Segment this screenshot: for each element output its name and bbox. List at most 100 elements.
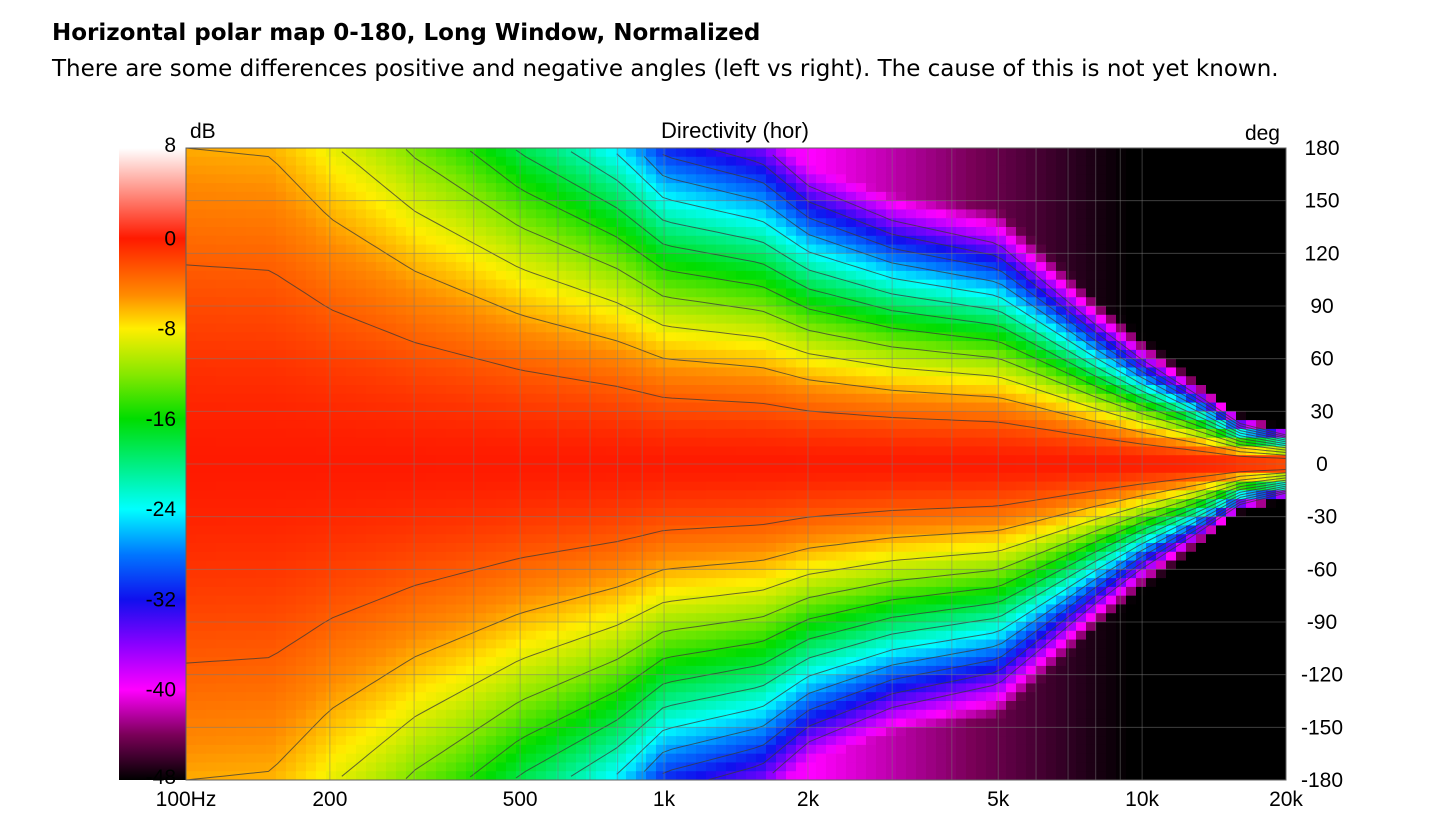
- heatmap-cell: [656, 314, 667, 325]
- heatmap-cell: [696, 411, 707, 421]
- heatmap-cell: [306, 692, 317, 702]
- heatmap-cell: [796, 437, 807, 448]
- heatmap-cell: [746, 148, 757, 158]
- heatmap-cell: [656, 420, 667, 430]
- heatmap-cell: [816, 674, 827, 685]
- heatmap-cell: [546, 332, 557, 342]
- heatmap-cell: [656, 288, 667, 298]
- heatmap-cell: [776, 560, 787, 570]
- heatmap-cell: [246, 411, 257, 421]
- heatmap-cell: [266, 420, 277, 430]
- heatmap-cell: [806, 718, 817, 728]
- heatmap-cell: [206, 156, 217, 167]
- heatmap-cell: [426, 472, 437, 483]
- heatmap-cell: [856, 481, 867, 491]
- heatmap-cell: [316, 578, 327, 588]
- heatmap-cell: [206, 560, 217, 570]
- heatmap-cell: [306, 543, 317, 553]
- heatmap-cell: [706, 191, 717, 202]
- heatmap-cell: [256, 622, 267, 632]
- heatmap-cell: [216, 367, 227, 377]
- heatmap-cell: [606, 595, 617, 606]
- heatmap-cell: [336, 235, 347, 246]
- heatmap-cell: [546, 736, 557, 746]
- heatmap-cell: [746, 244, 757, 254]
- heatmap-cell: [456, 165, 467, 175]
- heatmap-cell: [796, 551, 807, 562]
- heatmap-cell: [326, 657, 337, 667]
- heatmap-cell: [366, 367, 377, 377]
- heatmap-cell: [636, 200, 647, 211]
- heatmap-cell: [306, 630, 317, 641]
- heatmap-cell: [696, 490, 707, 500]
- heatmap-cell: [366, 165, 377, 175]
- heatmap-cell: [706, 674, 717, 685]
- heatmap-cell: [236, 332, 247, 342]
- heatmap-cell: [416, 156, 427, 167]
- heatmap-cell: [376, 464, 387, 474]
- heatmap-cell: [586, 709, 597, 720]
- heatmap-cell: [726, 314, 737, 325]
- heatmap-cell: [546, 288, 557, 298]
- heatmap-cell: [786, 683, 797, 693]
- heatmap-cell: [856, 613, 867, 623]
- heatmap-cell: [766, 464, 777, 474]
- heatmap-cell: [556, 613, 567, 623]
- heatmap-cell: [606, 569, 617, 579]
- heatmap-cell: [676, 727, 687, 737]
- heatmap-cell: [756, 560, 767, 570]
- heatmap-cell: [706, 297, 717, 307]
- heatmap-cell: [826, 349, 837, 360]
- heatmap-cell: [576, 578, 587, 588]
- heatmap-cell: [666, 191, 677, 202]
- heatmap-cell: [396, 516, 407, 527]
- heatmap-cell: [276, 262, 287, 272]
- heatmap-cell: [366, 393, 377, 404]
- heatmap-cell: [746, 753, 757, 764]
- heatmap-cell: [296, 218, 307, 228]
- heatmap-cell: [196, 174, 207, 184]
- heatmap-cell: [666, 341, 677, 351]
- heatmap-cell: [236, 200, 247, 211]
- heatmap-cell: [186, 762, 197, 772]
- heatmap-cell: [616, 595, 627, 606]
- heatmap-cell: [586, 367, 597, 377]
- heatmap-cell: [326, 156, 337, 167]
- heatmap-cell: [546, 420, 557, 430]
- heatmap-cell: [386, 578, 397, 588]
- heatmap-cell: [746, 358, 757, 369]
- heatmap-cell: [696, 639, 707, 649]
- heatmap-cell: [456, 604, 467, 614]
- heatmap-cell: [696, 200, 707, 211]
- heatmap-cell: [416, 622, 427, 632]
- heatmap-cell: [586, 455, 597, 465]
- heatmap-cell: [686, 543, 697, 553]
- heatmap-cell: [386, 455, 397, 465]
- heatmap-cell: [356, 516, 367, 527]
- heatmap-cell: [816, 683, 827, 693]
- heatmap-cell: [226, 736, 237, 746]
- heatmap-cell: [636, 376, 647, 386]
- heatmap-cell: [676, 736, 687, 746]
- heatmap-cell: [336, 753, 347, 764]
- heatmap-cell: [426, 569, 437, 579]
- heatmap-cell: [276, 420, 287, 430]
- heatmap-cell: [616, 709, 627, 720]
- heatmap-cell: [626, 499, 637, 509]
- heatmap-cell: [736, 674, 747, 685]
- heatmap-cell: [216, 323, 227, 333]
- heatmap-cell: [726, 639, 737, 649]
- heatmap-cell: [726, 499, 737, 509]
- heatmap-cell: [746, 376, 757, 386]
- heatmap-cell: [506, 209, 517, 219]
- heatmap-cell: [806, 455, 817, 465]
- heatmap-cell: [566, 253, 577, 263]
- heatmap-cell: [706, 543, 717, 553]
- heatmap-cell: [786, 367, 797, 377]
- heatmap-cell: [516, 227, 527, 237]
- heatmap-cell: [376, 262, 387, 272]
- heatmap-cell: [856, 639, 867, 649]
- heatmap-cell: [626, 472, 637, 483]
- heatmap-cell: [266, 683, 277, 693]
- heatmap-cell: [696, 253, 707, 263]
